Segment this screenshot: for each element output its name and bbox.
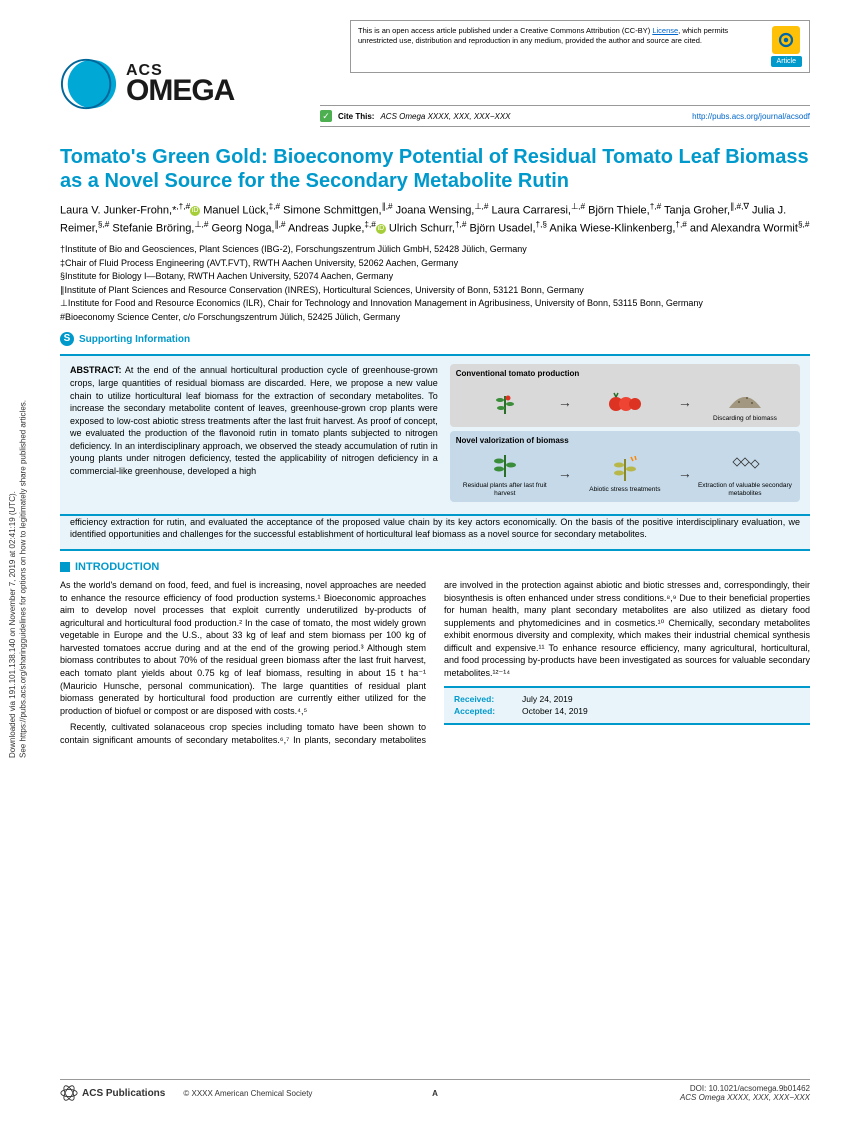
novel-panel: Novel valorization of biomass Residual p… [450,431,800,501]
intro-heading: INTRODUCTION [75,561,159,573]
publisher-name: ACS Publications [82,1088,165,1099]
abstract-box: ABSTRACT: At the end of the annual horti… [60,354,810,515]
accepted-date: October 14, 2019 [522,706,588,718]
stressed-plant-icon [576,452,674,484]
journal-url-link[interactable]: http://pubs.acs.org/journal/acsodf [692,112,810,121]
received-label: Received: [454,694,512,706]
cite-icon: ✓ [320,110,332,122]
dates-box: Received: July 24, 2019 Accepted: October … [444,686,810,726]
novel-item2-label: Abiotic stress treatments [576,486,674,493]
intro-section-header: INTRODUCTION [60,561,810,573]
license-box: This is an open access article published… [350,20,810,73]
copyright-text: © XXXX American Chemical Society [183,1089,312,1098]
conv-item2-label: Discarding of biomass [696,415,794,422]
cite-bar: ✓ Cite This: ACS Omega XXXX, XXX, XXX−XX… [320,105,810,127]
residual-plant-icon [456,448,554,480]
novel-item1-label: Residual plants after last fruit harvest [456,482,554,496]
arrow-icon: → [558,465,572,481]
abstract-continuation: efficiency extraction for rutin, and eva… [60,516,810,551]
supporting-info-link[interactable]: S Supporting Information [60,332,810,346]
article-type-pill: Article [771,56,802,67]
conv-title: Conventional tomato production [456,369,794,378]
biomass-pile-icon [696,381,794,413]
supporting-icon: S [60,332,74,346]
download-info-sidebar: Downloaded via 191.101.138.140 on Novemb… [8,400,29,758]
received-date: July 24, 2019 [522,694,573,706]
doi-text: DOI: 10.1021/acsomega.9b01462 [690,1084,810,1093]
accepted-label: Accepted: [454,706,512,718]
conventional-panel: Conventional tomato production → → Disca… [450,364,800,427]
page-number: A [432,1089,438,1098]
page-footer: ACS Publications © XXXX American Chemica… [60,1079,810,1103]
abstract-left-text: At the end of the annual horticultural p… [70,365,438,476]
doi-block: DOI: 10.1021/acsomega.9b01462 ACS Omega … [680,1084,810,1103]
abstract-label: ABSTRACT: [70,365,122,375]
footer-ref: ACS Omega XXXX, XXX, XXX−XXX [680,1093,810,1102]
article-title: Tomato's Green Gold: Bioeconomy Potentia… [60,145,810,193]
authors-list: Laura V. Junker-Frohn,*,†,#iD Manuel Lüc… [60,201,810,237]
affiliations-list: †Institute of Bio and Geosciences, Plant… [60,243,810,324]
open-access-badge [772,26,800,54]
omega-logo-icon [60,55,118,113]
arrow-icon: → [558,394,572,410]
tomato-plant-icon [456,385,554,417]
molecule-icon [696,448,794,480]
acs-ring-icon [60,1084,78,1102]
journal-logo: ACS OMEGA [60,55,234,113]
logo-omega-text: OMEGA [126,78,234,104]
section-square-icon [60,562,70,572]
supporting-label: Supporting Information [79,334,190,345]
license-link[interactable]: License [652,26,678,35]
body-text: As the world's demand on food, feed, and… [60,579,810,747]
sidebar-line2: See https://pubs.acs.org/sharingguidelin… [18,400,28,758]
arrow-icon: → [678,465,692,481]
license-text-pre: This is an open access article published… [358,26,652,35]
publisher-logo: ACS Publications [60,1084,165,1102]
tomatoes-icon [576,385,674,417]
arrow-icon: → [678,394,692,410]
novel-title: Novel valorization of biomass [456,436,794,445]
novel-item3-label: Extraction of valuable secondary metabol… [696,482,794,496]
cite-ref: ACS Omega XXXX, XXX, XXX−XXX [380,112,510,121]
graphical-abstract: Conventional tomato production → → Disca… [450,364,800,505]
intro-p1: As the world's demand on food, feed, and… [60,579,426,718]
sidebar-line1: Downloaded via 191.101.138.140 on Novemb… [8,400,18,758]
cite-label: Cite This: [338,112,374,121]
